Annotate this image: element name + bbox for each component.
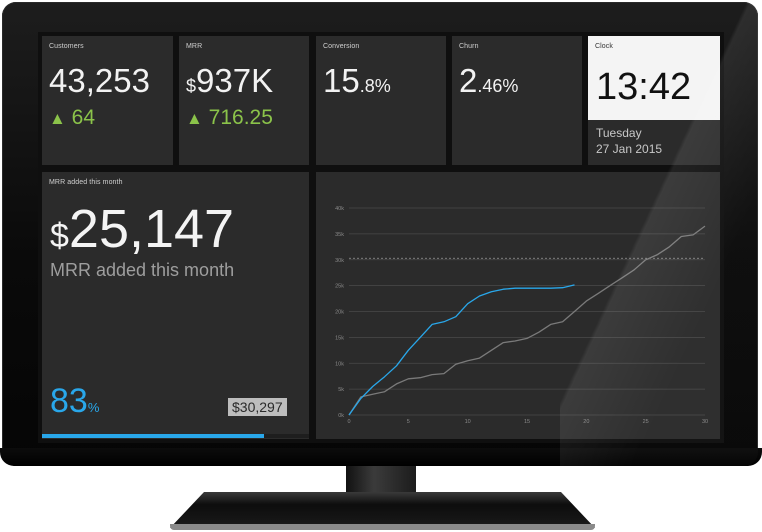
- monitor-neck: [346, 466, 416, 494]
- currency-symbol: $: [50, 217, 69, 255]
- y-tick-label: 30k: [335, 258, 344, 264]
- monitor-bottom-bar: [0, 448, 762, 466]
- value-integer: 15: [323, 62, 360, 99]
- value-decimal: .8%: [359, 76, 391, 96]
- mrr-delta: ▲ 716.25: [186, 106, 273, 130]
- x-tick-label: 0: [347, 419, 350, 425]
- x-tick-label: 10: [465, 419, 471, 425]
- series-line: [348, 284, 575, 416]
- conversion-widget[interactable]: Conversion 15.8%: [316, 36, 446, 165]
- churn-value: 2.46%: [459, 62, 518, 100]
- widget-title: Churn: [459, 43, 479, 50]
- goal-percent: 83%: [50, 382, 99, 421]
- mrr-value: $937K: [186, 62, 273, 100]
- x-tick-label: 15: [524, 419, 530, 425]
- y-tick-label: 0k: [338, 413, 344, 419]
- monitor-stand-base: [170, 524, 595, 530]
- mrr-widget[interactable]: MRR $937K ▲ 716.25: [179, 36, 309, 165]
- mrr-month-amount: 25,147: [68, 199, 235, 259]
- mrr-month-value: $25,147: [50, 198, 234, 260]
- widget-title: MRR: [186, 43, 203, 50]
- percent-value: 83: [50, 382, 88, 420]
- customers-widget[interactable]: Customers 43,253 ▲ 64: [42, 36, 173, 165]
- dashboard-screen: Customers 43,253 ▲ 64 MRR $937K ▲ 716.25…: [38, 32, 724, 443]
- widget-title: Clock: [595, 43, 614, 50]
- up-triangle-icon: ▲: [49, 109, 66, 128]
- y-tick-label: 20k: [335, 310, 344, 316]
- clock-time: 13:42: [596, 66, 692, 108]
- percent-sign: %: [87, 400, 100, 415]
- widget-title: MRR added this month: [49, 179, 123, 186]
- x-tick-label: 5: [407, 419, 410, 425]
- delta-value: 716.25: [208, 106, 273, 129]
- mrr-line-chart: 0k 5k 10k 15k 20k 25k 30k 35k 40k 0 5 10 15 20 25 30: [335, 206, 708, 425]
- customers-value: 43,253: [49, 62, 150, 99]
- value-decimal: .46%: [477, 76, 519, 96]
- mrr-chart-widget[interactable]: 0k 5k 10k 15k 20k 25k 30k 35k 40k 0 5 10 15 20 25 30: [316, 172, 720, 439]
- clock-day: Tuesday: [596, 126, 642, 140]
- x-tick-label: 25: [643, 419, 649, 425]
- goal-target-badge: $30,297: [228, 398, 287, 416]
- churn-widget[interactable]: Churn 2.46%: [452, 36, 582, 165]
- mrr-month-subtitle: MRR added this month: [50, 260, 235, 280]
- goal-progress-fill: [42, 434, 264, 438]
- conversion-value: 15.8%: [323, 62, 391, 100]
- clock-widget[interactable]: Clock 13:42 Tuesday 27 Jan 2015: [588, 36, 720, 165]
- series-line: [348, 225, 706, 416]
- y-tick-label: 5k: [338, 387, 344, 393]
- x-tick-label: 30: [702, 419, 708, 425]
- clock-date: 27 Jan 2015: [596, 142, 663, 156]
- clock-face: Clock 13:42: [588, 36, 720, 120]
- goal-progress-bar: [42, 434, 309, 438]
- y-tick-label: 35k: [335, 232, 344, 238]
- mrr-month-widget[interactable]: MRR added this month $25,147 MRR added t…: [42, 172, 309, 439]
- up-triangle-icon: ▲: [186, 109, 203, 128]
- widget-title: Customers: [49, 43, 84, 50]
- monitor-stand: [170, 492, 595, 528]
- x-tick-label: 20: [583, 419, 589, 425]
- widget-title: Conversion: [323, 43, 360, 50]
- currency-symbol: $: [186, 76, 197, 96]
- y-tick-label: 15k: [335, 335, 344, 341]
- delta-value: 64: [71, 106, 96, 129]
- value-integer: 2: [459, 62, 478, 99]
- mrr-amount: 937K: [196, 62, 274, 99]
- y-tick-label: 25k: [335, 284, 344, 290]
- y-tick-label: 10k: [335, 361, 344, 367]
- y-tick-label: 40k: [335, 206, 344, 212]
- customers-delta: ▲ 64: [49, 106, 95, 130]
